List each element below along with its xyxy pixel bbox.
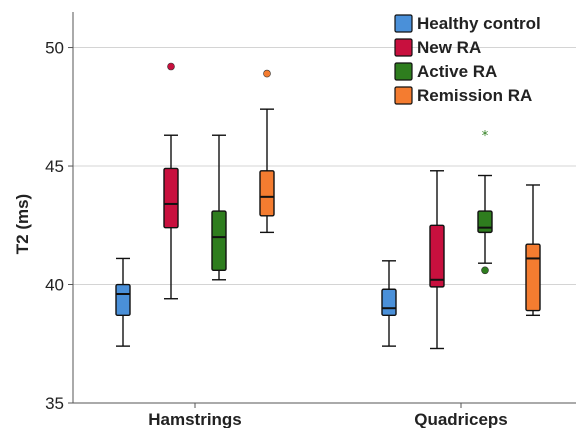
legend-item-remission-ra: Remission RA	[394, 86, 532, 105]
box-iqr-active-ra-hamstrings	[211, 210, 227, 271]
y-axis-title: T2 (ms)	[13, 194, 32, 254]
legend-swatch-remission-ra	[394, 86, 413, 105]
legend-item-active-ra: Active RA	[394, 62, 497, 81]
extreme-active-ra-quadriceps-0: *	[482, 129, 489, 144]
box-iqr-active-ra-quadriceps	[477, 210, 493, 234]
legend-item-healthy-control: Healthy control	[394, 14, 541, 33]
box-iqr-healthy-control-quadriceps	[381, 288, 397, 317]
box-iqr-new-ra-quadriceps	[429, 224, 445, 288]
y-tick-label-45: 45	[45, 157, 64, 176]
box-iqr-remission-ra-hamstrings	[259, 170, 275, 217]
outlier-active-ra-quadriceps-0	[481, 266, 489, 275]
box-plots: *	[115, 62, 541, 350]
box-new-ra-quadriceps	[429, 170, 445, 350]
legend-swatch-new-ra	[394, 38, 413, 57]
y-tick-label-50: 50	[45, 39, 64, 58]
axes	[72, 12, 576, 404]
y-tick-label-40: 40	[45, 276, 64, 295]
box-remission-ra-hamstrings	[259, 69, 275, 234]
legend-swatch-healthy-control	[394, 14, 413, 33]
box-remission-ra-quadriceps	[525, 184, 541, 317]
box-new-ra-hamstrings	[163, 62, 179, 300]
box-iqr-healthy-control-hamstrings	[115, 283, 131, 317]
legend-label-new-ra: New RA	[417, 38, 481, 57]
box-iqr-new-ra-hamstrings	[163, 167, 179, 229]
x-category-hamstrings: Hamstrings	[148, 410, 242, 428]
outlier-remission-ra-hamstrings-0	[263, 69, 271, 78]
legend-label-active-ra: Active RA	[417, 62, 497, 81]
x-category-labels: Hamstrings Quadriceps	[148, 403, 508, 428]
legend-item-new-ra: New RA	[394, 38, 481, 57]
grid-lines	[73, 47, 576, 286]
y-tick-label-35: 35	[45, 394, 64, 413]
box-active-ra-hamstrings	[211, 134, 227, 281]
legend: Healthy control New RA Active RA Remission …	[394, 14, 541, 105]
box-healthy-control-quadriceps	[381, 260, 397, 347]
legend-swatch-active-ra	[394, 62, 413, 81]
box-iqr-remission-ra-quadriceps	[525, 243, 541, 312]
legend-label-remission-ra: Remission RA	[417, 86, 532, 105]
legend-label-healthy-control: Healthy control	[417, 14, 541, 33]
box-active-ra-quadriceps: *	[477, 129, 493, 275]
box-healthy-control-hamstrings	[115, 257, 131, 347]
outlier-new-ra-hamstrings-0	[167, 62, 175, 71]
y-tick-labels: 35 40 45 50	[45, 39, 73, 413]
x-category-quadriceps: Quadriceps	[414, 410, 508, 428]
